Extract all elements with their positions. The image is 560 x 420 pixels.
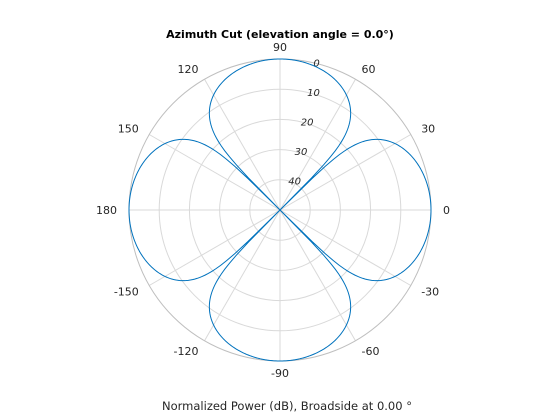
angle-tick-label: -60 [362, 345, 380, 358]
angle-gridline [148, 134, 281, 211]
angle-tick-label: 150 [118, 123, 139, 136]
angle-tick-label: 120 [178, 63, 199, 76]
angle-gridline [148, 209, 281, 286]
radial-tick-label: 30 [295, 147, 308, 158]
angle-tick-label: -90 [271, 367, 289, 380]
radial-tick-label: 0 [313, 58, 319, 69]
angle-tick-label: -150 [114, 286, 139, 299]
angle-gridline [279, 78, 356, 211]
angle-gridline [279, 209, 356, 342]
chart-title: Azimuth Cut (elevation angle = 0.0°) [166, 28, 394, 41]
radial-tick-label: 40 [288, 177, 301, 188]
angle-tick-label: -30 [421, 286, 439, 299]
angle-tick-label: 60 [362, 63, 376, 76]
chart-caption: Normalized Power (dB), Broadside at 0.00… [162, 399, 412, 413]
radial-gridline [249, 179, 311, 241]
radial-gridline [188, 118, 372, 302]
angle-tick-label: 0 [443, 204, 450, 217]
angle-gridline [204, 78, 281, 211]
radial-tick-labels: 0 10 20 30 40 [288, 58, 320, 187]
angle-tick-label: -120 [174, 345, 199, 358]
angle-gridline [204, 209, 281, 342]
series-line [128, 58, 432, 362]
radial-gridline [158, 88, 402, 332]
radial-tick-label: 10 [307, 88, 320, 99]
angle-tick-labels: 0 30 60 90 120 150 180 -150 -120 -90 -60 -30 [96, 41, 450, 380]
angle-tick-label: 30 [421, 123, 435, 136]
radial-tick-label: 20 [301, 117, 314, 128]
angle-tick-label: 90 [273, 41, 287, 54]
angle-gridline [279, 134, 412, 211]
radial-gridline [219, 149, 341, 271]
angle-tick-label: 180 [96, 204, 117, 217]
angle-gridline [279, 209, 412, 286]
